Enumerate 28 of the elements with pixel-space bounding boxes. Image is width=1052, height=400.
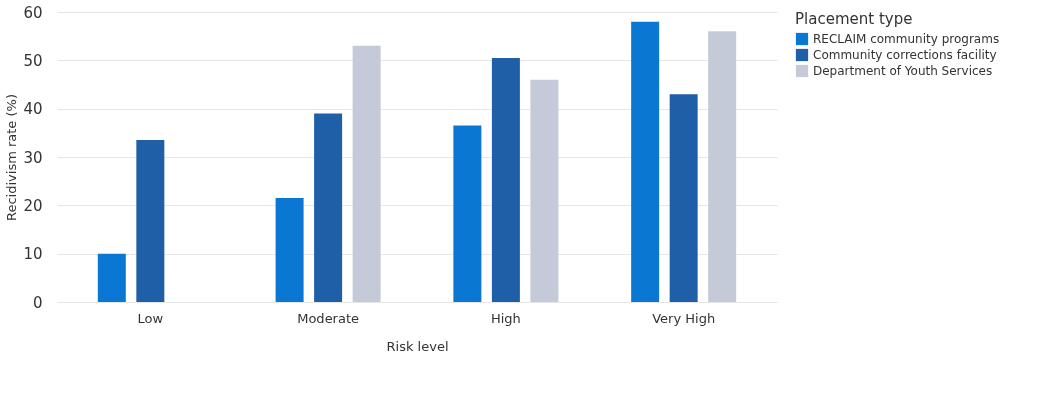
bar — [631, 21, 660, 302]
legend-label: RECLAIM community programs — [813, 32, 1000, 46]
legend-label: Community corrections facility — [813, 48, 997, 62]
y-tick-label: 10 — [23, 245, 43, 264]
y-tick-label: 60 — [23, 3, 43, 22]
y-tick-label: 40 — [23, 100, 43, 119]
x-tick-label: Moderate — [297, 310, 360, 326]
bar — [491, 57, 520, 302]
legend-label: Department of Youth Services — [813, 64, 993, 78]
bar — [530, 79, 559, 302]
y-axis-title: Recidivism rate (%) — [4, 94, 20, 221]
bar — [314, 113, 343, 302]
x-tick-label: High — [490, 310, 521, 326]
bar — [275, 198, 304, 302]
y-tick-label: 50 — [23, 51, 43, 70]
y-tick-label: 0 — [32, 293, 43, 312]
x-tick-label: Low — [137, 310, 164, 326]
bar — [669, 94, 698, 302]
bar — [97, 253, 126, 302]
x-tick-label: Very High — [652, 310, 716, 326]
y-tick-label: 30 — [23, 148, 43, 167]
legend-title: Placement type — [795, 10, 913, 28]
bar — [708, 31, 737, 302]
bar — [352, 45, 381, 302]
bar — [136, 140, 165, 302]
y-tick-label: 20 — [23, 196, 43, 215]
x-axis-title: Risk level — [386, 338, 449, 354]
bar — [453, 125, 482, 302]
